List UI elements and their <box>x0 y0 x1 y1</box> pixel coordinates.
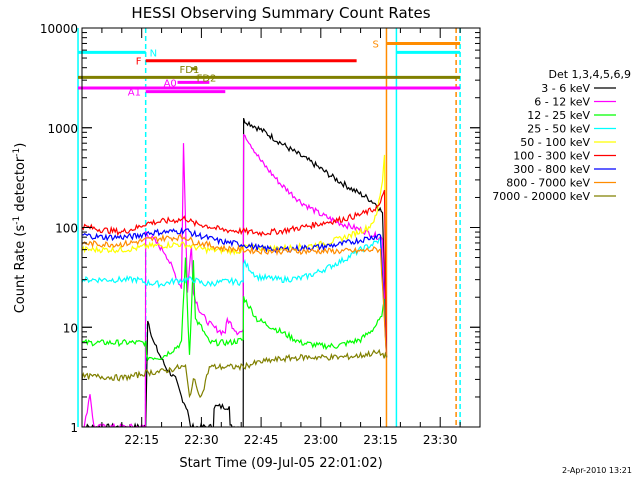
y-axis-ticks: 1 10 100 1000 10000 <box>40 22 480 435</box>
legend-label-12-25-kev: 12 - 25 keV <box>527 109 590 122</box>
series-line-25-50-kev <box>82 238 388 358</box>
flag-label-a1: A1 <box>128 88 141 99</box>
series-line-100-300-kev <box>82 189 388 358</box>
x-tick-label: 22:15 <box>124 433 159 447</box>
series-lines <box>82 117 388 427</box>
legend-label-25-50-kev: 25 - 50 keV <box>527 123 590 136</box>
x-axis-label: Start Time (09-Jul-05 22:01:02) <box>179 456 382 471</box>
series-line-300-800-kev <box>82 226 388 358</box>
legend-title: Det 1,3,4,5,6,9 <box>548 68 631 81</box>
x-axis-ticks: 22:15 22:30 22:45 23:00 23:15 23:30 <box>101 28 461 447</box>
y-tick-label: 10 <box>63 321 78 335</box>
flag-bars <box>78 41 461 94</box>
x-tick-label: 23:00 <box>304 433 339 447</box>
legend-label-800-7000-kev: 800 - 7000 keV <box>506 177 590 190</box>
series-line-12-25-kev <box>82 257 388 362</box>
legend-label-6-12-kev: 6 - 12 keV <box>534 96 590 109</box>
y-tick-label: 1 <box>70 421 78 435</box>
series-line-800-7000-kev <box>82 233 388 358</box>
flag-label-a0: A0 <box>164 78 177 89</box>
series-line-3-6-kev <box>82 117 388 427</box>
x-tick-label: 23:30 <box>423 433 458 447</box>
legend-label-300-800-kev: 300 - 800 keV <box>513 163 590 176</box>
legend-label-50-100-kev: 50 - 100 keV <box>520 136 590 149</box>
legend-label-100-300-kev: 100 - 300 keV <box>513 150 590 163</box>
flag-label-f: F <box>136 57 142 68</box>
y-tick-label: 10000 <box>40 22 78 36</box>
x-tick-label: 22:30 <box>184 433 219 447</box>
flag-label-fd2: FD2 <box>197 73 217 84</box>
legend-label-3-6-kev: 3 - 6 keV <box>541 82 590 95</box>
y-tick-label: 100 <box>55 222 78 236</box>
x-tick-label: 22:45 <box>244 433 279 447</box>
legend-label-7000-20000-kev: 7000 - 20000 keV <box>492 190 590 203</box>
flag-label-n: N <box>150 48 157 59</box>
series-line-7000-20000-kev <box>82 348 388 399</box>
y-axis-label: Count Rate (s-1 detector-1) <box>12 143 28 314</box>
chart-title: HESSI Observing Summary Count Rates <box>131 4 430 22</box>
flag-label-fd1: FD1 <box>180 65 200 76</box>
y-tick-label: 1000 <box>47 122 78 136</box>
series-line-50-100-kev <box>82 154 388 358</box>
x-tick-label: 23:15 <box>363 433 398 447</box>
flag-label-s: S <box>373 39 379 50</box>
vertical-markers <box>77 28 461 427</box>
timestamp: 2-Apr-2010 13:21 <box>562 466 632 475</box>
